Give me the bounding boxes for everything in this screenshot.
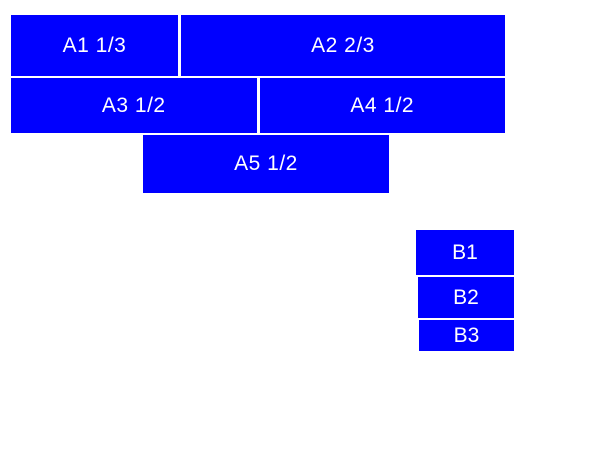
box-a2[interactable]: A2 2/3 (181, 15, 505, 76)
box-b2[interactable]: B2 (418, 277, 514, 318)
box-a4[interactable]: A4 1/2 (259, 78, 505, 133)
flex-ratio-group-a: A1 1/3 A2 2/3 A3 1/2 A4 1/2 A5 1/2 (11, 15, 505, 193)
stacked-group-b: B1 B2 B3 (416, 230, 514, 351)
box-b3[interactable]: B3 (419, 320, 514, 351)
row-thirds: A1 1/3 A2 2/3 (11, 15, 505, 76)
box-a5[interactable]: A5 1/2 (143, 135, 389, 193)
box-a3[interactable]: A3 1/2 (11, 78, 257, 133)
column-divider (178, 15, 181, 76)
row-halves: A3 1/2 A4 1/2 (11, 78, 505, 133)
box-b1[interactable]: B1 (416, 230, 514, 275)
row-single-half: A5 1/2 (11, 135, 602, 193)
box-a1[interactable]: A1 1/3 (11, 15, 178, 76)
column-divider (256, 78, 260, 133)
